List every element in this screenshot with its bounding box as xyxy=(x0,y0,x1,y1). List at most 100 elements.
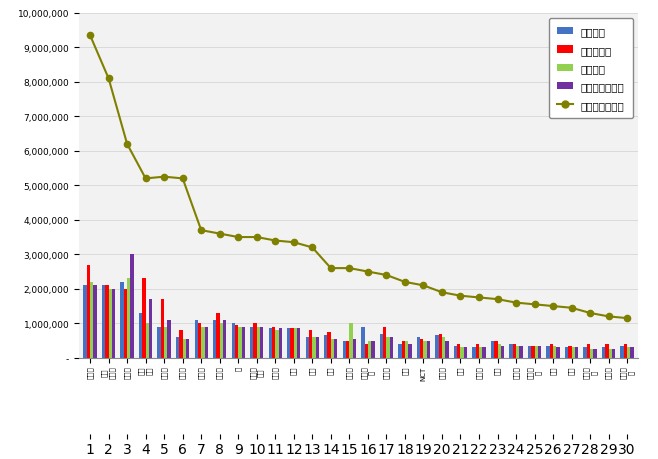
Bar xyxy=(501,346,504,358)
Bar xyxy=(534,346,538,358)
Bar xyxy=(531,346,534,358)
Bar xyxy=(627,348,630,358)
Bar xyxy=(464,348,467,358)
Bar xyxy=(157,327,161,358)
Bar xyxy=(346,341,349,358)
Bar xyxy=(436,336,439,358)
Bar xyxy=(275,330,278,358)
Bar xyxy=(482,348,486,358)
Bar xyxy=(353,339,356,358)
Bar xyxy=(445,341,449,358)
Bar xyxy=(587,344,590,358)
Bar xyxy=(569,346,572,358)
Bar xyxy=(334,339,338,358)
Bar xyxy=(371,341,374,358)
Bar xyxy=(509,344,513,358)
Bar xyxy=(87,265,90,358)
Bar xyxy=(168,320,171,358)
Bar xyxy=(594,349,597,358)
Bar xyxy=(630,348,634,358)
Bar xyxy=(223,320,226,358)
Bar xyxy=(479,348,482,358)
Bar xyxy=(361,327,365,358)
Bar xyxy=(253,324,257,358)
Bar xyxy=(457,344,461,358)
Bar xyxy=(408,344,411,358)
Bar xyxy=(565,348,569,358)
Bar xyxy=(476,344,479,358)
Bar xyxy=(405,341,408,358)
Bar xyxy=(241,327,245,358)
Bar xyxy=(142,279,145,358)
Bar xyxy=(620,346,624,358)
Bar xyxy=(272,327,275,358)
Bar xyxy=(439,334,442,358)
Bar xyxy=(584,348,587,358)
Bar xyxy=(494,341,497,358)
Bar xyxy=(398,344,401,358)
Bar xyxy=(365,344,368,358)
Bar xyxy=(149,300,152,358)
Bar xyxy=(232,324,235,358)
Bar xyxy=(268,329,272,358)
Bar xyxy=(549,344,553,358)
Bar xyxy=(93,285,97,358)
Bar xyxy=(472,348,476,358)
Bar xyxy=(257,327,260,358)
Bar xyxy=(513,344,516,358)
Bar xyxy=(609,349,612,358)
Legend: 참여지수, 미디어지수, 소통지수, 코미유니티지수, 브랜드평판지수: 참여지수, 미디어지수, 소통지수, 코미유니티지수, 브랜드평판지수 xyxy=(549,19,633,119)
Bar xyxy=(602,348,605,358)
Bar xyxy=(349,324,353,358)
Bar xyxy=(491,341,494,358)
Bar xyxy=(139,313,142,358)
Bar xyxy=(201,327,205,358)
Bar xyxy=(287,329,290,358)
Bar xyxy=(519,346,522,358)
Bar xyxy=(575,348,578,358)
Bar xyxy=(220,324,223,358)
Bar xyxy=(183,339,186,358)
Bar xyxy=(90,282,93,358)
Bar xyxy=(368,341,371,358)
Bar xyxy=(198,324,201,358)
Bar xyxy=(390,337,393,358)
Bar xyxy=(260,327,263,358)
Bar xyxy=(383,327,386,358)
Bar xyxy=(290,329,293,358)
Bar xyxy=(516,346,519,358)
Bar xyxy=(328,332,331,358)
Bar xyxy=(424,341,427,358)
Bar xyxy=(612,349,615,358)
Bar xyxy=(538,346,542,358)
Bar xyxy=(380,334,383,358)
Bar xyxy=(528,346,531,358)
Bar xyxy=(343,341,346,358)
Bar xyxy=(306,337,309,358)
Bar xyxy=(309,330,313,358)
Bar xyxy=(605,344,609,358)
Bar xyxy=(297,329,301,358)
Bar xyxy=(442,337,445,358)
Bar xyxy=(109,289,112,358)
Bar xyxy=(417,337,420,358)
Bar xyxy=(164,327,168,358)
Bar xyxy=(130,255,134,358)
Bar xyxy=(235,325,238,358)
Bar xyxy=(186,339,190,358)
Bar xyxy=(195,320,198,358)
Bar xyxy=(120,282,124,358)
Bar xyxy=(145,324,149,358)
Bar xyxy=(112,289,115,358)
Bar xyxy=(293,329,297,358)
Bar xyxy=(316,337,319,358)
Bar xyxy=(553,346,557,358)
Bar xyxy=(213,320,216,358)
Bar xyxy=(278,329,282,358)
Bar xyxy=(546,346,549,358)
Bar xyxy=(205,327,208,358)
Bar xyxy=(84,285,87,358)
Bar xyxy=(427,341,430,358)
Bar xyxy=(420,339,424,358)
Bar xyxy=(238,327,241,358)
